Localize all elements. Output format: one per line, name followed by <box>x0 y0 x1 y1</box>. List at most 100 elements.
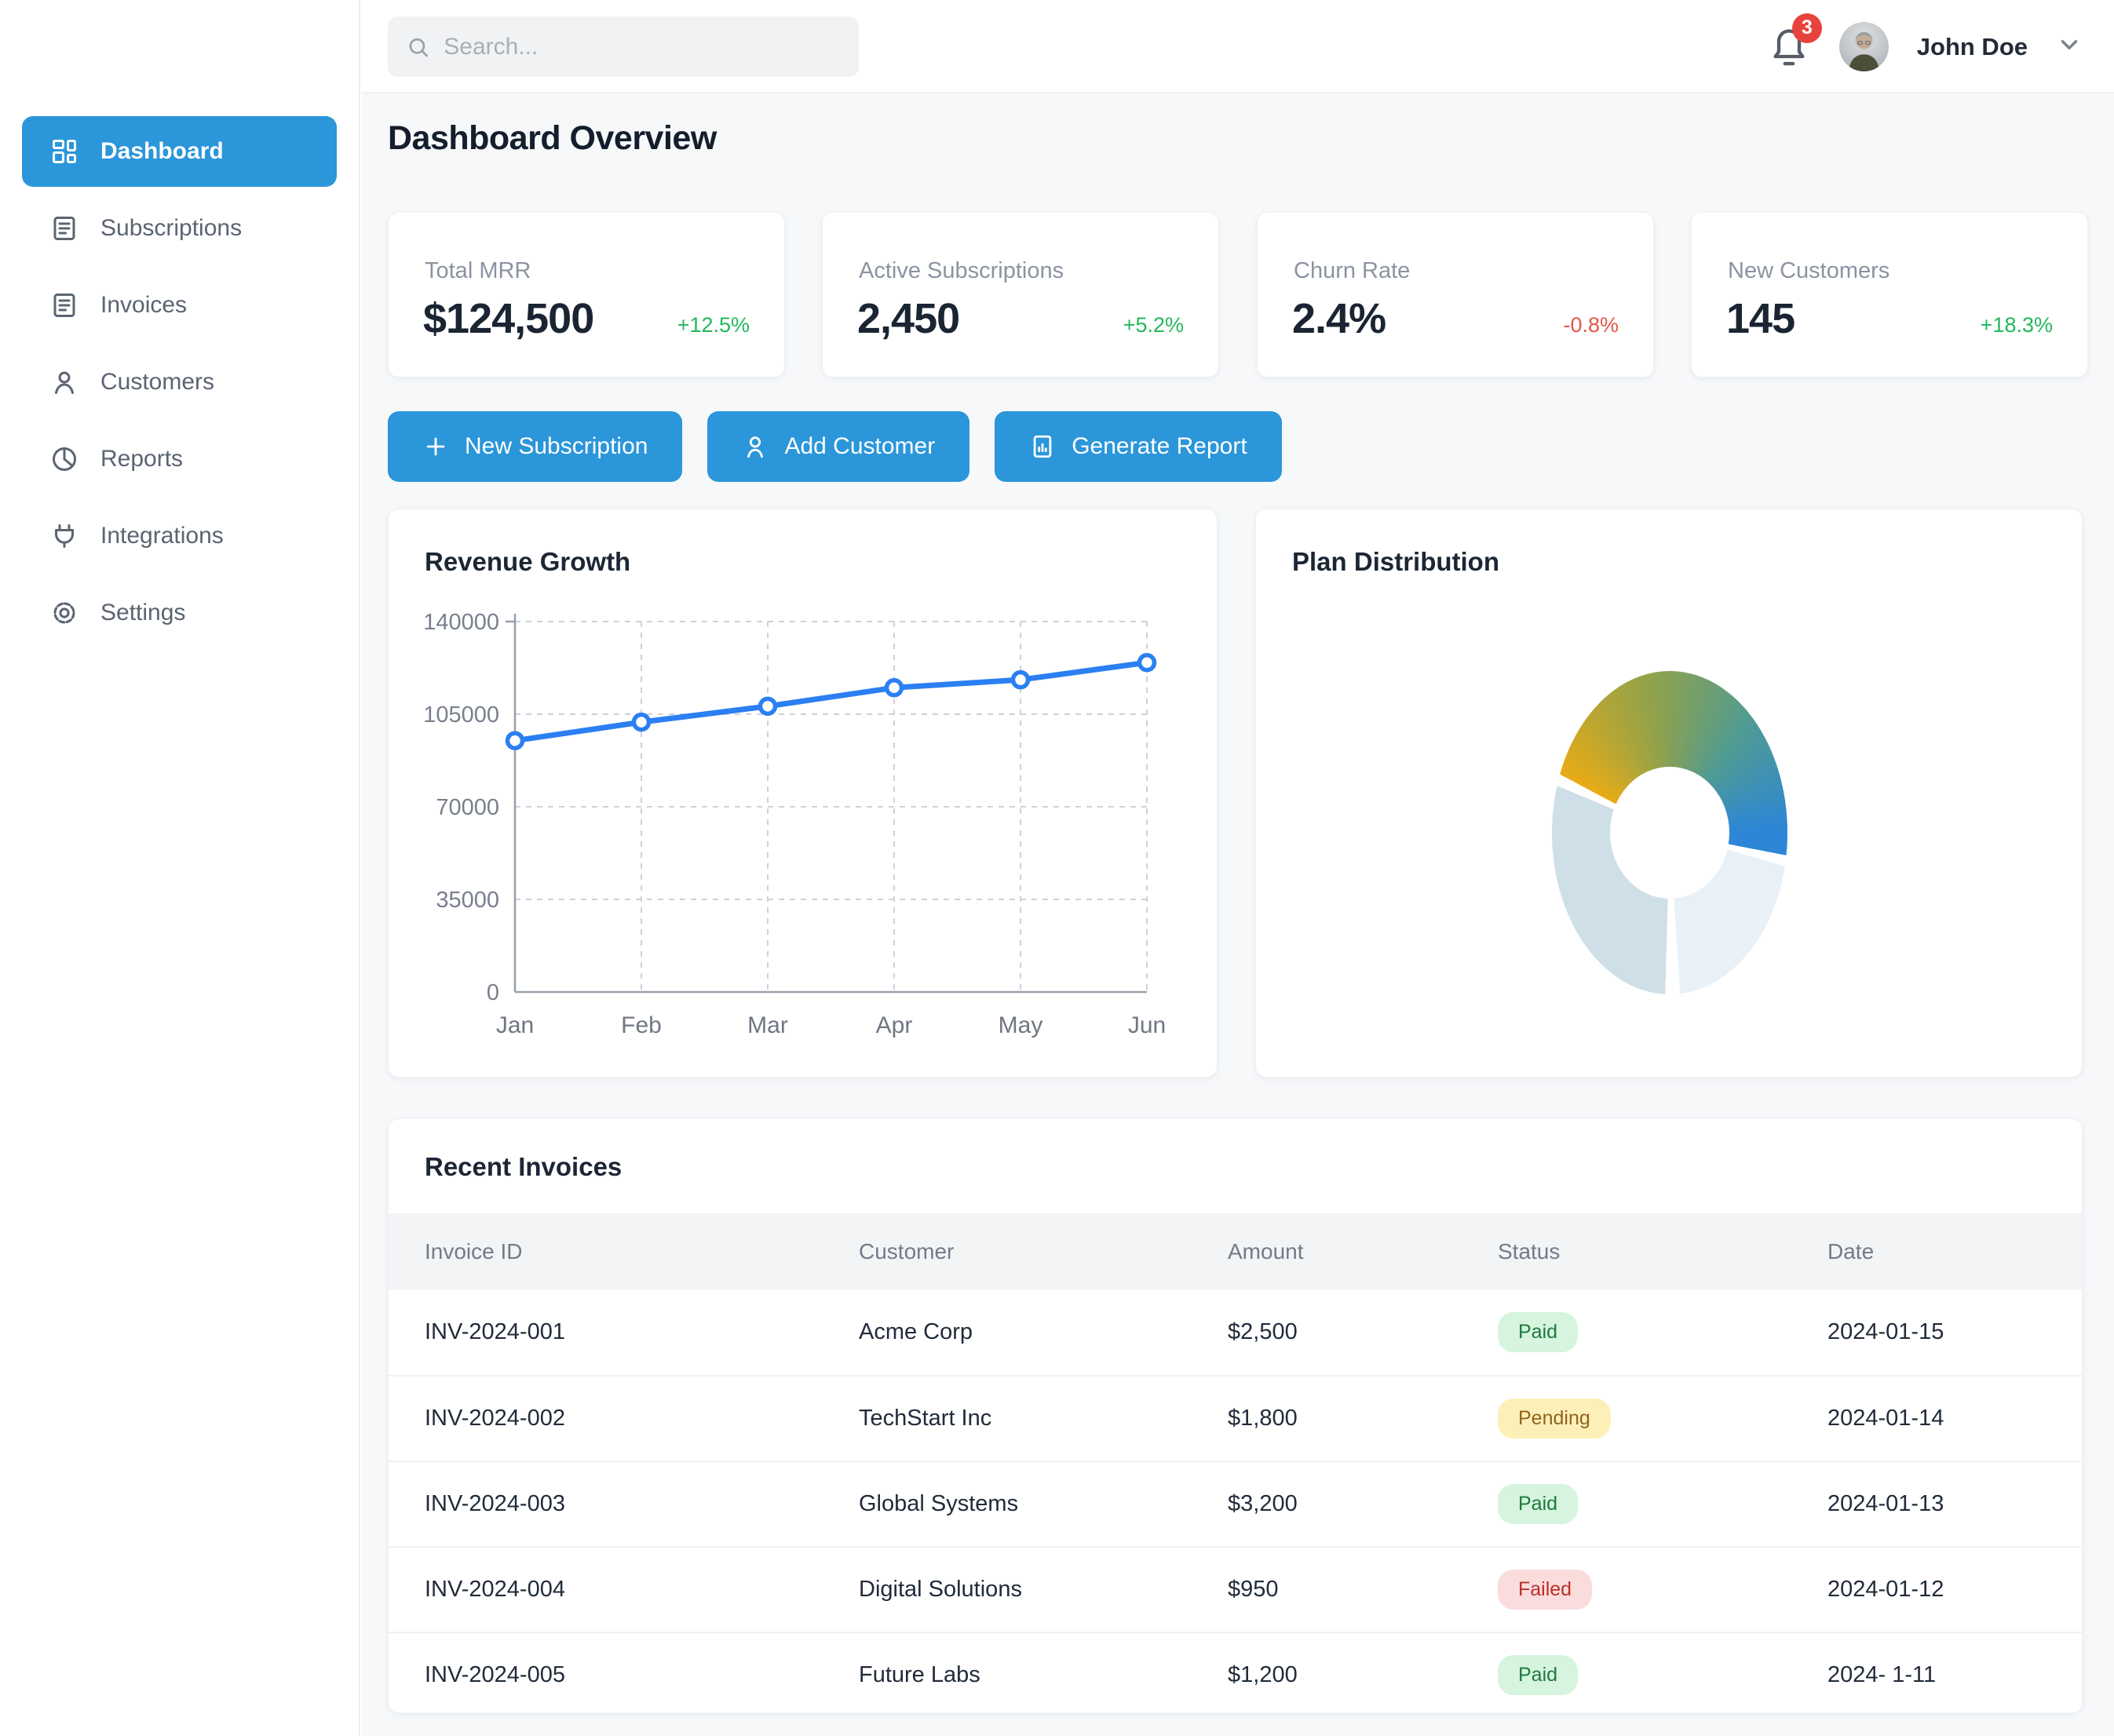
table-row: INV-2024-001Acme Corp$2,500Paid2024-01-1… <box>389 1289 2082 1375</box>
revenue-growth-chart: 03500070000105000140000JanFebMarAprMayJu… <box>389 509 1218 1078</box>
invoice-status: Paid <box>1498 1484 1827 1524</box>
new-subscription-button[interactable]: New Subscription <box>388 411 682 482</box>
sidebar-item-label: Customers <box>100 369 214 396</box>
stat-value: 145 <box>1726 294 1795 343</box>
svg-text:Jun: Jun <box>1128 1012 1166 1038</box>
stat-card-churn-rate: Churn Rate2.4%-0.8% <box>1257 212 1654 377</box>
status-badge: Failed <box>1498 1570 1592 1610</box>
invoice-amount: $3,200 <box>1228 1491 1498 1517</box>
column-header-customer: Customer <box>859 1239 1228 1264</box>
stat-delta: -0.8% <box>1563 313 1619 337</box>
subscriptions-icon <box>50 214 78 243</box>
svg-text:Feb: Feb <box>621 1012 662 1038</box>
chevron-down-icon <box>2056 31 2083 58</box>
sidebar-item-label: Reports <box>100 446 183 472</box>
column-header-invoice-id: Invoice ID <box>425 1239 859 1264</box>
invoice-id: INV-2024-004 <box>425 1577 859 1603</box>
invoice-customer: Future Labs <box>859 1662 1228 1688</box>
svg-text:May: May <box>999 1012 1043 1038</box>
svg-text:140000: 140000 <box>423 610 499 635</box>
button-label: New Subscription <box>465 433 648 460</box>
sidebar-item-integrations[interactable]: Integrations <box>22 501 337 571</box>
reports-icon <box>50 445 78 473</box>
invoice-status: Paid <box>1498 1655 1827 1695</box>
table-row: INV-2024-002TechStart Inc$1,800Pending20… <box>389 1375 2082 1461</box>
user-name: John Doe <box>1917 33 2028 61</box>
sidebar-item-label: Integrations <box>100 523 224 549</box>
invoice-id: INV-2024-005 <box>425 1662 859 1688</box>
generate-report-button[interactable]: Generate Report <box>995 411 1281 482</box>
add-customer-button[interactable]: Add Customer <box>707 411 969 482</box>
search-input[interactable] <box>444 34 840 60</box>
table-row: INV-2024-005Future Labs$1,200Paid2024- 1… <box>389 1632 2082 1713</box>
revenue-growth-card: Revenue Growth 03500070000105000140000Ja… <box>388 509 1218 1078</box>
user-menu-chevron[interactable] <box>2056 31 2083 62</box>
table-row: INV-2024-004Digital Solutions$950Failed2… <box>389 1546 2082 1632</box>
status-badge: Paid <box>1498 1655 1578 1695</box>
action-buttons: New Subscription Add Customer Generate Rep… <box>388 411 1282 482</box>
invoice-date: 2024-01-12 <box>1827 1577 2082 1603</box>
stat-card-total-mrr: Total MRR $124,500 +12.5% <box>388 212 785 377</box>
invoice-status: Paid <box>1498 1312 1827 1352</box>
button-label: Generate Report <box>1072 433 1247 460</box>
recent-invoices-title: Recent Invoices <box>425 1152 622 1182</box>
sidebar-item-dashboard[interactable]: Dashboard <box>22 116 337 187</box>
stat-value: $124,500 <box>423 294 593 343</box>
svg-text:Apr: Apr <box>876 1012 913 1038</box>
svg-text:105000: 105000 <box>423 702 499 728</box>
sidebar-item-label: Subscriptions <box>100 215 242 242</box>
sidebar-item-subscriptions[interactable]: Subscriptions <box>22 193 337 264</box>
invoices-icon <box>50 291 78 319</box>
svg-text:0: 0 <box>487 980 499 1005</box>
stat-card-active-subscriptions: Active Subscriptions2,450+5.2% <box>822 212 1219 377</box>
svg-text:Jan: Jan <box>496 1012 534 1038</box>
search-box[interactable] <box>388 16 859 77</box>
sidebar-item-invoices[interactable]: Invoices <box>22 270 337 341</box>
stat-delta: +18.3% <box>1981 313 2053 337</box>
sidebar: Dashboard Subscriptions Invoices Customers R… <box>0 0 360 1736</box>
stat-delta: +12.5% <box>677 313 750 337</box>
plan-distribution-title: Plan Distribution <box>1292 547 1499 577</box>
stat-label: Active Subscriptions <box>859 258 1064 284</box>
invoice-id: INV-2024-003 <box>425 1491 859 1517</box>
invoice-customer: Acme Corp <box>859 1319 1228 1345</box>
invoice-customer: Digital Solutions <box>859 1577 1228 1603</box>
invoice-date: 2024-01-14 <box>1827 1406 2082 1431</box>
stat-card-new-customers: New Customers145+18.3% <box>1691 212 2088 377</box>
integrations-icon <box>50 522 78 550</box>
stat-label: Total MRR <box>425 258 531 284</box>
column-header-status: Status <box>1498 1239 1827 1264</box>
invoice-amount: $2,500 <box>1228 1319 1498 1345</box>
invoice-customer: Global Systems <box>859 1491 1228 1517</box>
status-badge: Paid <box>1498 1312 1578 1352</box>
avatar[interactable] <box>1839 22 1889 71</box>
sidebar-item-customers[interactable]: Customers <box>22 347 337 418</box>
sidebar-item-label: Invoices <box>100 292 187 319</box>
report-icon <box>1029 433 1056 460</box>
notifications-button[interactable]: 3 <box>1769 23 1811 71</box>
recent-invoices-card: Recent Invoices Invoice IDCustomerAmount… <box>388 1118 2083 1713</box>
donut-hole <box>1610 767 1729 899</box>
invoice-status: Failed <box>1498 1570 1827 1610</box>
stat-label: Churn Rate <box>1294 258 1410 284</box>
invoice-status: Pending <box>1498 1399 1827 1439</box>
invoice-amount: $1,200 <box>1228 1662 1498 1688</box>
customers-icon <box>50 368 78 396</box>
invoice-id: INV-2024-001 <box>425 1319 859 1345</box>
topbar: 3 John Doe <box>362 0 2114 93</box>
invoice-id: INV-2024-002 <box>425 1406 859 1431</box>
person-icon <box>742 433 769 460</box>
table-row: INV-2024-003Global Systems$3,200Paid2024… <box>389 1461 2082 1546</box>
invoices-table-header: Invoice IDCustomerAmountStatusDate <box>389 1213 2082 1289</box>
button-label: Add Customer <box>784 433 935 460</box>
settings-icon <box>50 599 78 627</box>
stat-delta: +5.2% <box>1123 313 1184 337</box>
search-icon <box>407 35 429 60</box>
sidebar-item-settings[interactable]: Settings <box>22 578 337 648</box>
invoice-amount: $1,800 <box>1228 1406 1498 1431</box>
dashboard-icon <box>50 137 78 166</box>
svg-text:35000: 35000 <box>436 888 499 913</box>
plan-distribution-card: Plan Distribution <box>1255 509 2083 1078</box>
notification-badge: 3 <box>1792 13 1822 43</box>
sidebar-item-reports[interactable]: Reports <box>22 424 337 494</box>
